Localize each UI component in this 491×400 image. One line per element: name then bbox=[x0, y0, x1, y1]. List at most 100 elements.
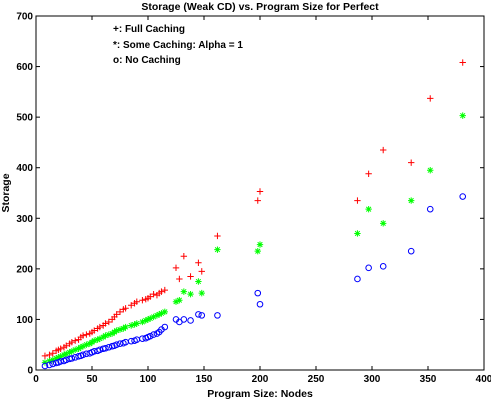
y-tick-label: 200 bbox=[16, 264, 33, 275]
data-point-asterisk bbox=[256, 241, 264, 248]
data-point-circle bbox=[426, 205, 434, 213]
y-axis-ticks: 0 100 200 300 400 500 600 700 bbox=[16, 12, 484, 377]
y-tick-label: 0 bbox=[27, 366, 33, 377]
data-point-asterisk bbox=[111, 328, 118, 336]
data-point-plus bbox=[172, 264, 180, 272]
data-point-plus bbox=[459, 59, 466, 66]
data-point-plus bbox=[187, 273, 194, 280]
data-point-asterisk bbox=[156, 311, 163, 318]
data-point-plus bbox=[105, 318, 112, 326]
series-circle bbox=[41, 193, 467, 370]
data-point-circle bbox=[146, 332, 154, 340]
plot-markers bbox=[41, 59, 467, 370]
data-point-plus bbox=[365, 170, 372, 177]
data-point-asterisk bbox=[142, 317, 149, 324]
data-point-asterisk bbox=[68, 348, 76, 355]
data-point-plus bbox=[158, 288, 165, 295]
data-point-plus bbox=[380, 146, 387, 154]
series-plus bbox=[41, 59, 466, 360]
series-asterisk bbox=[41, 112, 466, 366]
data-point-asterisk bbox=[147, 315, 154, 322]
data-point-asterisk bbox=[46, 357, 53, 365]
data-point-plus bbox=[96, 323, 104, 331]
data-point-plus bbox=[63, 342, 70, 349]
data-point-asterisk bbox=[75, 345, 82, 352]
data-point-circle bbox=[198, 312, 206, 319]
data-point-circle bbox=[365, 264, 372, 272]
data-point-asterisk bbox=[180, 288, 188, 295]
chart-title: Storage (Weak CD) vs. Program Size for P… bbox=[141, 1, 379, 13]
data-point-asterisk bbox=[41, 359, 49, 366]
data-point-circle bbox=[41, 362, 49, 370]
data-point-asterisk bbox=[49, 356, 56, 364]
data-point-circle bbox=[187, 317, 194, 324]
y-axis-label: Storage bbox=[0, 173, 12, 212]
y-tick-label: 700 bbox=[16, 12, 33, 23]
data-point-asterisk bbox=[133, 320, 140, 327]
data-point-plus bbox=[180, 253, 188, 260]
data-point-asterisk bbox=[176, 297, 183, 304]
data-point-plus bbox=[176, 275, 183, 283]
data-point-plus bbox=[116, 308, 124, 316]
data-point-plus bbox=[254, 197, 261, 204]
data-point-asterisk bbox=[57, 353, 64, 360]
data-point-plus bbox=[79, 332, 87, 339]
data-point-asterisk bbox=[122, 323, 129, 331]
data-point-plus bbox=[102, 320, 109, 327]
data-point-asterisk bbox=[63, 350, 70, 358]
data-point-plus bbox=[128, 302, 135, 309]
data-point-asterisk bbox=[153, 312, 161, 319]
data-point-circle bbox=[68, 355, 76, 362]
data-point-asterisk bbox=[79, 343, 87, 350]
data-point-plus bbox=[195, 259, 202, 266]
data-point-plus bbox=[83, 331, 90, 338]
x-axis-label: Program Size: Nodes bbox=[207, 388, 313, 400]
data-point-plus bbox=[113, 311, 120, 318]
x-tick-label: 0 bbox=[33, 374, 39, 385]
data-point-circle bbox=[459, 193, 467, 200]
y-tick-label: 300 bbox=[16, 214, 33, 225]
data-point-circle bbox=[195, 311, 202, 318]
data-point-plus bbox=[408, 159, 415, 166]
data-point-plus bbox=[57, 345, 64, 352]
data-point-plus bbox=[122, 305, 129, 312]
data-point-asterisk bbox=[354, 230, 361, 237]
data-point-asterisk bbox=[144, 316, 152, 323]
data-point-circle bbox=[180, 316, 188, 323]
data-point-asterisk bbox=[77, 344, 84, 351]
x-tick-label: 350 bbox=[420, 374, 437, 385]
data-point-asterisk bbox=[131, 321, 138, 328]
x-tick-label: 400 bbox=[476, 374, 491, 385]
data-point-circle bbox=[256, 300, 264, 308]
data-point-circle bbox=[79, 351, 87, 359]
x-tick-label: 150 bbox=[196, 374, 213, 385]
data-point-plus bbox=[354, 197, 361, 204]
data-point-asterisk bbox=[60, 351, 68, 359]
data-point-asterisk bbox=[86, 340, 93, 347]
data-point-plus bbox=[427, 95, 434, 102]
data-point-plus bbox=[91, 327, 98, 334]
data-point-asterisk bbox=[195, 278, 202, 285]
data-point-asterisk bbox=[408, 197, 415, 204]
data-point-asterisk bbox=[365, 205, 372, 213]
legend-entry-some-caching: *: Some Caching: Alpha = 1 bbox=[113, 40, 243, 51]
data-point-asterisk bbox=[55, 354, 62, 361]
data-point-asterisk bbox=[128, 322, 135, 329]
data-point-asterisk bbox=[83, 341, 90, 348]
data-point-plus bbox=[41, 352, 49, 360]
data-point-asterisk bbox=[116, 326, 124, 333]
data-point-asterisk bbox=[88, 338, 96, 346]
data-point-plus bbox=[46, 351, 53, 359]
data-point-plus bbox=[150, 290, 157, 298]
data-point-circle bbox=[379, 263, 387, 270]
data-point-plus bbox=[49, 350, 56, 357]
data-point-plus bbox=[68, 338, 76, 346]
data-point-asterisk bbox=[113, 327, 120, 334]
data-point-circle bbox=[113, 341, 120, 349]
data-point-asterisk bbox=[198, 289, 205, 297]
data-point-asterisk bbox=[459, 112, 466, 119]
data-point-asterisk bbox=[158, 310, 165, 317]
data-point-asterisk bbox=[427, 167, 434, 174]
data-point-circle bbox=[254, 289, 262, 297]
x-axis-ticks: 0 50 100 150 200 250 300 350 400 bbox=[33, 16, 491, 385]
